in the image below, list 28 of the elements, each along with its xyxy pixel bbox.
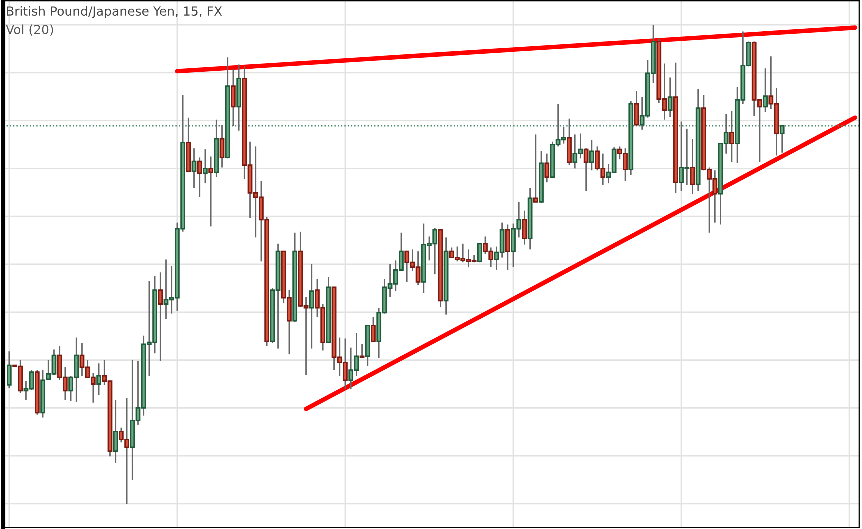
candlestick: [522, 210, 528, 246]
candlestick: [690, 138, 696, 195]
candlestick: [96, 362, 102, 396]
candlestick: [360, 344, 365, 358]
candlestick: [231, 68, 236, 127]
candlestick: [780, 125, 785, 154]
candlestick: [197, 156, 202, 198]
candlestick: [208, 156, 214, 228]
candlestick: [220, 124, 225, 168]
chart-subtitle: Vol (20): [6, 24, 54, 36]
candlestick: [533, 134, 538, 203]
candlestick: [113, 399, 118, 464]
candlestick: [763, 68, 768, 113]
candlestick: [6, 350, 12, 389]
candlestick: [544, 153, 550, 184]
candlestick: [730, 110, 734, 164]
candlestick: [505, 224, 510, 271]
candlestick: [309, 264, 314, 350]
candlestick: [668, 77, 673, 118]
chart-title: British Pound/Japanese Yen, 15, FX: [7, 6, 222, 18]
candlestick: [158, 272, 164, 362]
candlestick: [371, 316, 376, 342]
candlestick: [584, 148, 589, 192]
candlestick: [192, 148, 197, 190]
candlestick: [203, 148, 208, 184]
candlestick: [634, 90, 640, 127]
candlestick: [589, 139, 594, 172]
candlestick: [477, 243, 482, 264]
